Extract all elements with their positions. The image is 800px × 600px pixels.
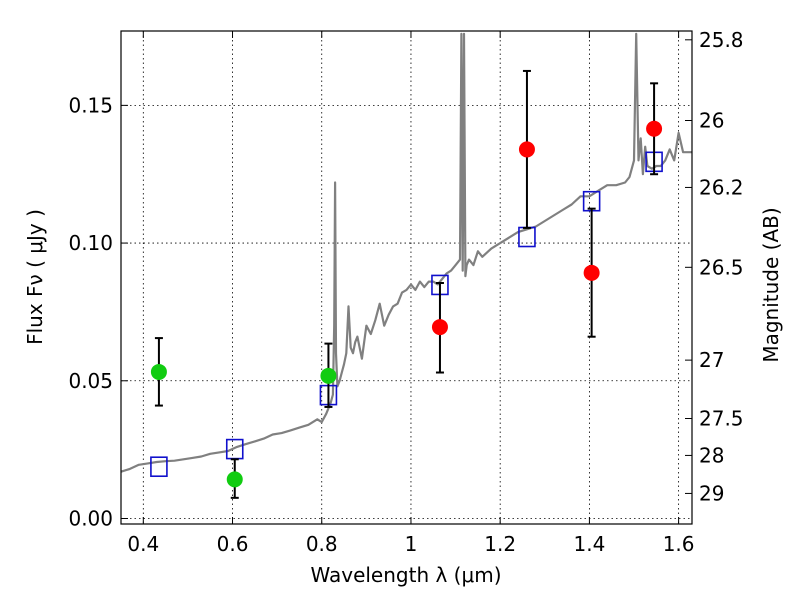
right-tick-label: 29	[699, 481, 724, 505]
right-tick-label: 28	[699, 443, 724, 467]
x-tick-label: 0.4	[127, 532, 159, 556]
x-tick-label: 1.4	[573, 532, 605, 556]
right-tick-label: 27	[699, 348, 724, 372]
y-tick-label: 0.00	[68, 506, 113, 530]
photometry-point	[518, 141, 535, 158]
photometry-point	[226, 471, 243, 488]
x-tick-label: 1.2	[484, 532, 516, 556]
photometry-point	[320, 367, 337, 384]
y-tick-label: 0.15	[68, 93, 113, 117]
x-tick-label: 1.6	[663, 532, 695, 556]
spectrum-layer	[121, 32, 692, 473]
right-tick-label: 26.5	[699, 255, 744, 279]
right-axis-label: Magnitude (AB)	[759, 207, 783, 362]
y-tick-label: 0.05	[68, 369, 113, 393]
x-tick-label: 0.8	[306, 532, 338, 556]
spectrum-line	[121, 32, 692, 473]
photometry-point	[583, 264, 600, 281]
x-tick-label: 1	[405, 532, 418, 556]
axes: 0.4 0.6 0.8 1 1.2 1.4 1.6 0.00 0.05 0.10 0.15 25.8 2…	[68, 28, 743, 556]
model-square-marker	[150, 456, 168, 478]
y-tick-label: 0.10	[68, 231, 113, 255]
grid	[121, 31, 692, 524]
right-tick-label: 25.8	[699, 28, 744, 52]
photometry-point	[431, 319, 448, 336]
plot-frame	[120, 30, 693, 525]
photometry-point	[646, 120, 663, 137]
photometry-point	[150, 363, 167, 380]
right-tick-label: 26	[699, 109, 724, 133]
right-tick-label: 27.5	[699, 407, 744, 431]
marker-layer	[150, 69, 663, 499]
x-tick-label: 0.6	[217, 532, 249, 556]
y-axis-label: Flux Fν ( μJy )	[23, 209, 47, 345]
x-axis-label: Wavelength λ (μm)	[310, 563, 501, 587]
right-tick-label: 26.2	[699, 175, 744, 199]
